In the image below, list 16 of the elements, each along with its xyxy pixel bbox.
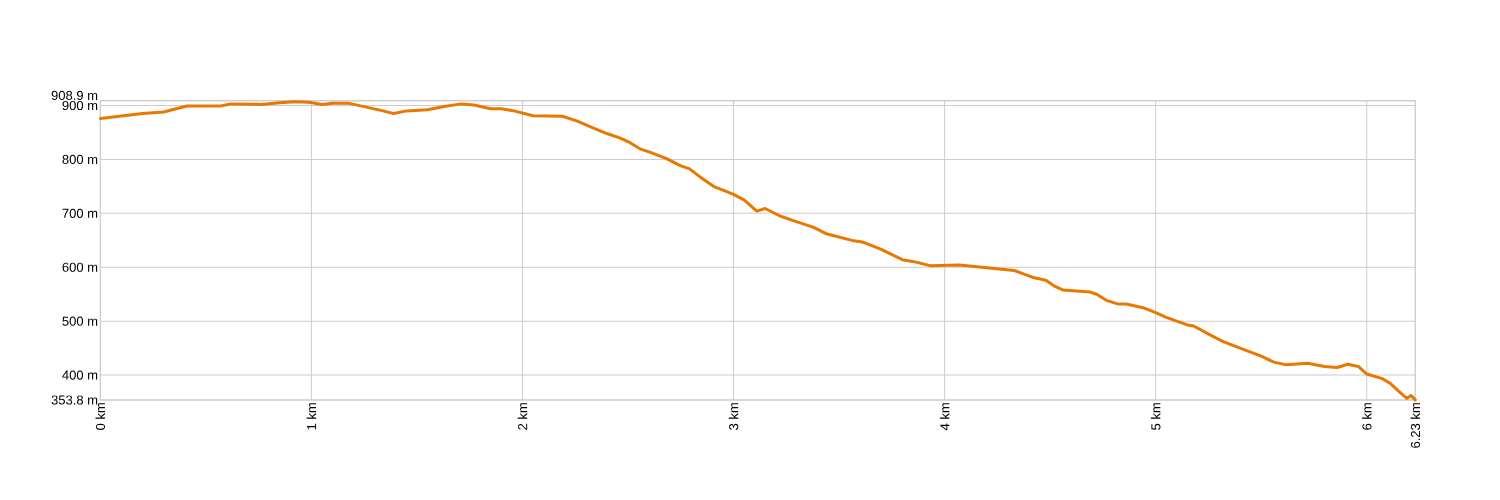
x-tick-label: 0 km [95, 403, 106, 430]
y-tick-label: 800 m [62, 154, 98, 165]
x-tick-label: 1 km [306, 403, 317, 430]
y-tick-label: 600 m [62, 262, 98, 272]
x-tick-label: 2 km [517, 403, 528, 430]
y-tick-label: 700 m [62, 208, 98, 218]
x-tick-label: 4 km [939, 403, 950, 431]
y-tick-label: 900 m [62, 100, 98, 111]
x-tick-label: 5 km [1150, 403, 1161, 430]
x-tick-label: 3 km [728, 403, 739, 430]
y-tick-label: 400 m [62, 370, 98, 380]
y-tick-label: 908.9 m [51, 90, 98, 101]
y-tick-label: 500 m [62, 316, 98, 326]
y-tick-label: 353.8 m [51, 395, 98, 405]
x-tick-label: 6 km [1361, 403, 1372, 430]
x-tick-label: 6.23 km [1410, 403, 1421, 448]
